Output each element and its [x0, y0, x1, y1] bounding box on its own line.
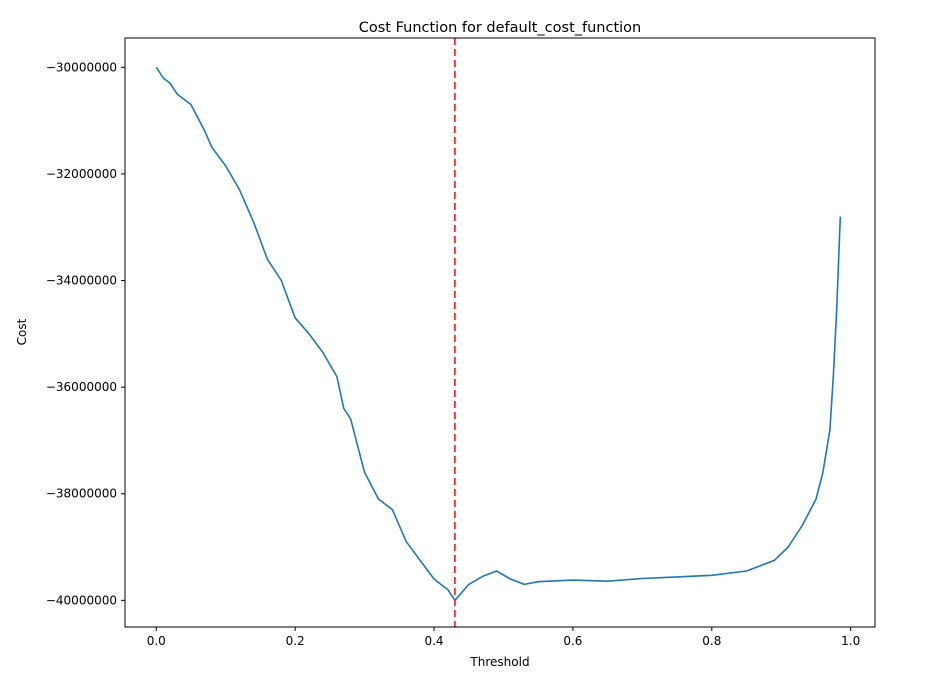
plot-area: 0.0 0.2 0.4 0.6 0.8 1.0 −30000000 −32000000 −34… [46, 37, 876, 648]
x-tick-label: 0.0 [147, 634, 166, 648]
x-tick-label: 1.0 [841, 634, 860, 648]
plot-frame [124, 37, 876, 628]
x-axis-label: Threshold [469, 655, 529, 669]
y-axis-ticks: −30000000 −32000000 −34000000 −36000000 −380… [46, 60, 125, 607]
x-tick-label: 0.6 [563, 634, 582, 648]
y-tick-label: −34000000 [46, 274, 117, 288]
x-tick-label: 0.2 [286, 634, 305, 648]
y-tick-label: −36000000 [46, 380, 117, 394]
x-tick-label: 0.8 [702, 634, 721, 648]
chart-title: Cost Function for default_cost_function [359, 20, 642, 36]
y-tick-label: −38000000 [46, 487, 117, 501]
cost-series-line [155, 66, 842, 602]
y-axis-label: Cost [15, 318, 29, 345]
x-tick-label: 0.4 [424, 634, 443, 648]
series-layer [155, 38, 842, 627]
y-tick-label: −32000000 [46, 167, 117, 181]
y-tick-label: −30000000 [46, 60, 117, 74]
y-tick-label: −40000000 [46, 593, 117, 607]
x-axis-ticks: 0.0 0.2 0.4 0.6 0.8 1.0 [147, 627, 860, 648]
